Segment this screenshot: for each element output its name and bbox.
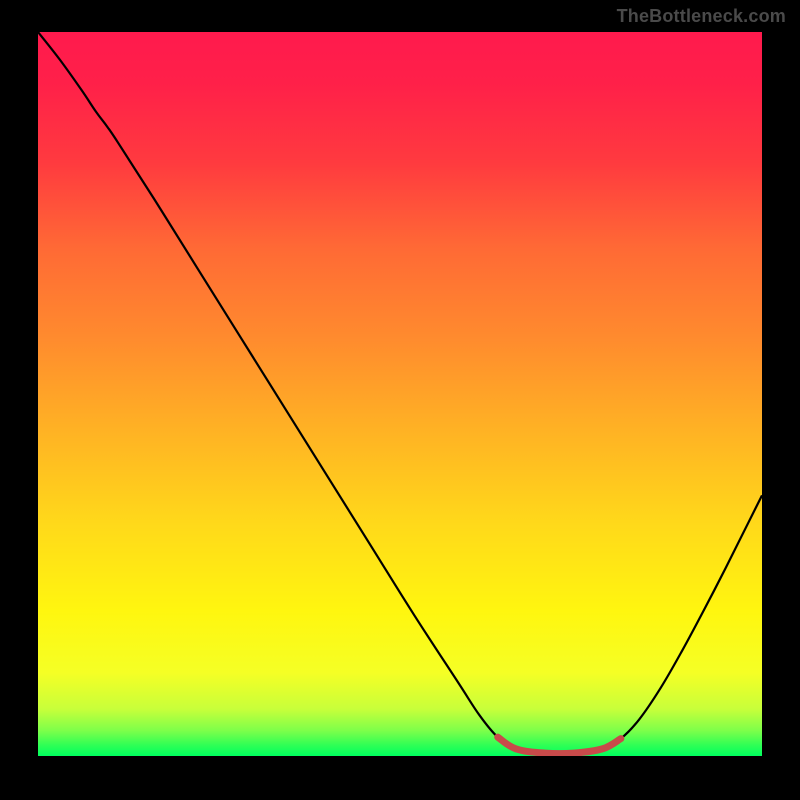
plot-area xyxy=(38,32,762,756)
highlight-segment xyxy=(498,737,621,754)
bottleneck-curve xyxy=(38,32,762,754)
chart-root: TheBottleneck.com xyxy=(0,0,800,800)
watermark-text: TheBottleneck.com xyxy=(617,6,786,27)
curve-layer xyxy=(38,32,762,756)
